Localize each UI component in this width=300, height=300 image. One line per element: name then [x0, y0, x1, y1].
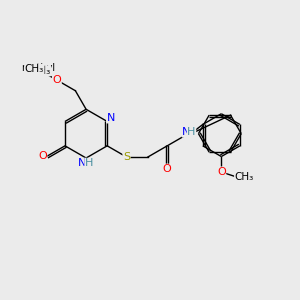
Text: O: O: [38, 151, 47, 161]
Text: methyl: methyl: [22, 64, 56, 74]
Text: O: O: [217, 167, 226, 177]
Text: N: N: [78, 158, 87, 168]
Text: O: O: [162, 164, 171, 174]
Text: CH₃: CH₃: [235, 172, 254, 182]
Text: N: N: [106, 113, 115, 123]
Text: H: H: [85, 158, 93, 168]
Text: CH₃: CH₃: [25, 64, 44, 74]
Text: O: O: [52, 75, 61, 85]
Text: methyl: methyl: [38, 57, 87, 71]
Text: CH₃: CH₃: [31, 66, 50, 76]
Text: H: H: [187, 127, 196, 137]
Text: S: S: [123, 152, 130, 162]
Text: N: N: [182, 127, 190, 137]
